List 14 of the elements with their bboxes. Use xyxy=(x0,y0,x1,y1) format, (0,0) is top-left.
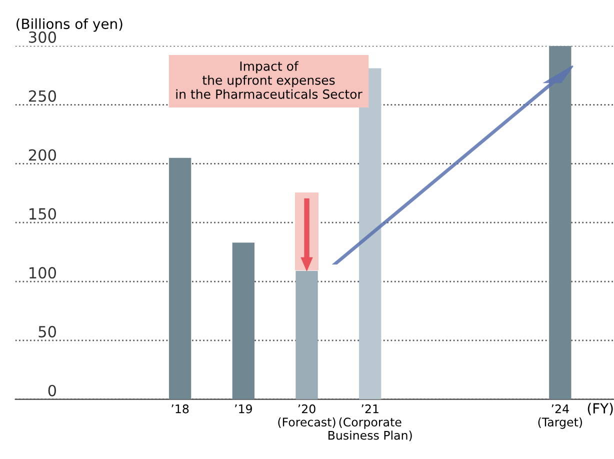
annotation: Impact of the upfront expenses in the Pharmaceuticals Sector xyxy=(176,61,362,99)
y-tick-label: 50 xyxy=(38,326,56,338)
x-tick-label: ’18 xyxy=(172,404,189,414)
y-axis-title: (Billions of yen) xyxy=(16,18,122,32)
y-tick-label: 150 xyxy=(30,208,56,220)
y-tick-label: 250 xyxy=(28,90,56,102)
y-tick-label: 300 xyxy=(29,31,56,43)
x-axis-title: (FY) xyxy=(588,402,613,416)
x-tick-label: ’19 xyxy=(235,404,252,414)
x-tick-label: ’24 (Target) xyxy=(538,404,582,429)
y-tick-label: 0 xyxy=(48,384,56,396)
y-tick-label: 100 xyxy=(30,267,56,279)
x-tick-label: ’20 (Forecast) xyxy=(278,404,336,428)
y-tick-label: 200 xyxy=(28,149,56,161)
